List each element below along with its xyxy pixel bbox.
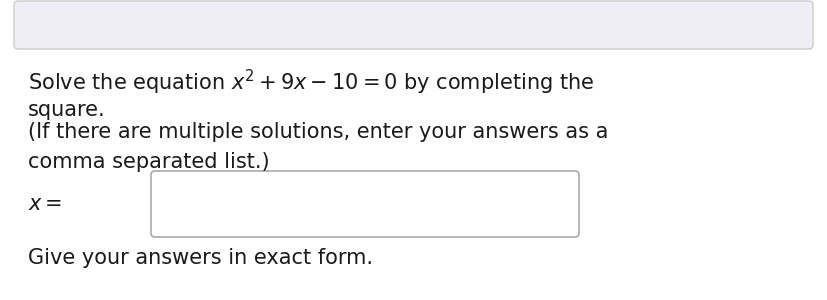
FancyBboxPatch shape bbox=[14, 1, 813, 49]
Text: Solve the equation $x^2 + 9x - 10 = 0$ by completing the: Solve the equation $x^2 + 9x - 10 = 0$ b… bbox=[28, 68, 595, 97]
Text: $x =$: $x =$ bbox=[28, 194, 62, 214]
Text: comma separated list.): comma separated list.) bbox=[28, 152, 270, 172]
Text: square.: square. bbox=[28, 100, 106, 120]
Text: (If there are multiple solutions, enter your answers as a: (If there are multiple solutions, enter … bbox=[28, 122, 609, 142]
Text: Give your answers in exact form.: Give your answers in exact form. bbox=[28, 248, 373, 268]
FancyBboxPatch shape bbox=[151, 171, 579, 237]
